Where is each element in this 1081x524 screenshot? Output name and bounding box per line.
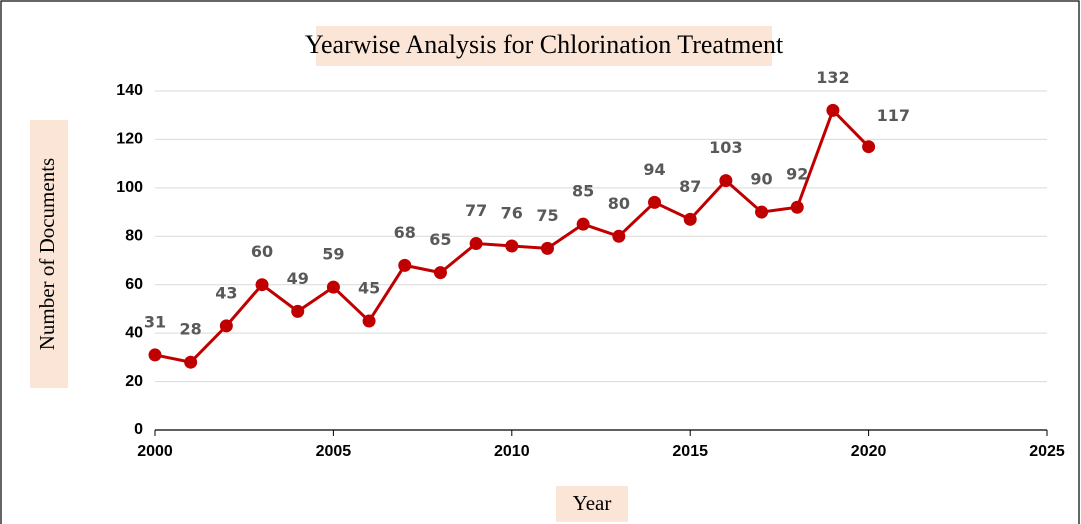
- point: [790, 200, 804, 214]
- point: [326, 280, 340, 294]
- data-label: 80: [608, 194, 630, 213]
- data-label: 94: [643, 160, 665, 179]
- point: [648, 195, 662, 209]
- point: [398, 258, 412, 272]
- x-tick-label: 2015: [672, 443, 708, 460]
- data-label: 45: [358, 279, 380, 298]
- point: [362, 314, 376, 328]
- data-label: 60: [251, 242, 273, 261]
- point: [576, 217, 590, 231]
- data-label: 90: [750, 170, 772, 189]
- data-label: 92: [786, 165, 808, 184]
- y-tick-label: 0: [134, 421, 143, 438]
- x-tick-label: 2025: [1029, 443, 1065, 460]
- point: [433, 266, 447, 280]
- point: [469, 237, 483, 251]
- data-label: 132: [816, 68, 849, 87]
- data-label: 103: [709, 138, 742, 157]
- x-tick-label: 2005: [316, 443, 352, 460]
- y-tick-label: 20: [125, 373, 143, 390]
- point: [540, 241, 554, 255]
- y-axis-label: Number of Documents: [35, 158, 59, 350]
- point: [148, 348, 162, 362]
- x-tick-label: 2020: [851, 443, 887, 460]
- chart-title: Yearwise Analysis for Chlorination Treat…: [305, 30, 784, 59]
- x-axis-label: Year: [573, 491, 612, 515]
- data-label: 85: [572, 182, 594, 201]
- point: [612, 229, 626, 243]
- point: [291, 304, 305, 318]
- y-label-box: [30, 120, 68, 388]
- data-label: 49: [287, 269, 309, 288]
- data-label: 43: [215, 283, 237, 302]
- point: [862, 140, 876, 154]
- y-tick-label: 100: [116, 179, 143, 196]
- y-tick-label: 40: [125, 324, 143, 341]
- data-label: 31: [144, 312, 166, 331]
- point: [755, 205, 769, 219]
- point: [683, 212, 697, 226]
- data-label: 77: [465, 201, 487, 220]
- y-tick-label: 140: [116, 82, 143, 99]
- data-label: 28: [180, 320, 202, 339]
- data-label: 76: [501, 203, 523, 222]
- point: [219, 319, 233, 333]
- data-label: 65: [429, 230, 451, 249]
- data-label: 59: [322, 245, 344, 264]
- point: [826, 103, 840, 117]
- data-label: 68: [394, 223, 416, 242]
- x-tick-label: 2000: [137, 443, 173, 460]
- y-tick-label: 120: [116, 131, 143, 148]
- data-label: 75: [536, 206, 558, 225]
- point: [255, 278, 269, 292]
- data-label: 87: [679, 177, 701, 196]
- x-label-box: [556, 486, 628, 522]
- point: [184, 355, 198, 369]
- y-tick-label: 80: [125, 228, 143, 245]
- title-box: [316, 26, 772, 66]
- x-tick-label: 2010: [494, 443, 530, 460]
- point: [719, 174, 733, 188]
- point: [505, 239, 519, 253]
- y-tick-label: 60: [125, 276, 143, 293]
- data-label: 117: [877, 106, 910, 125]
